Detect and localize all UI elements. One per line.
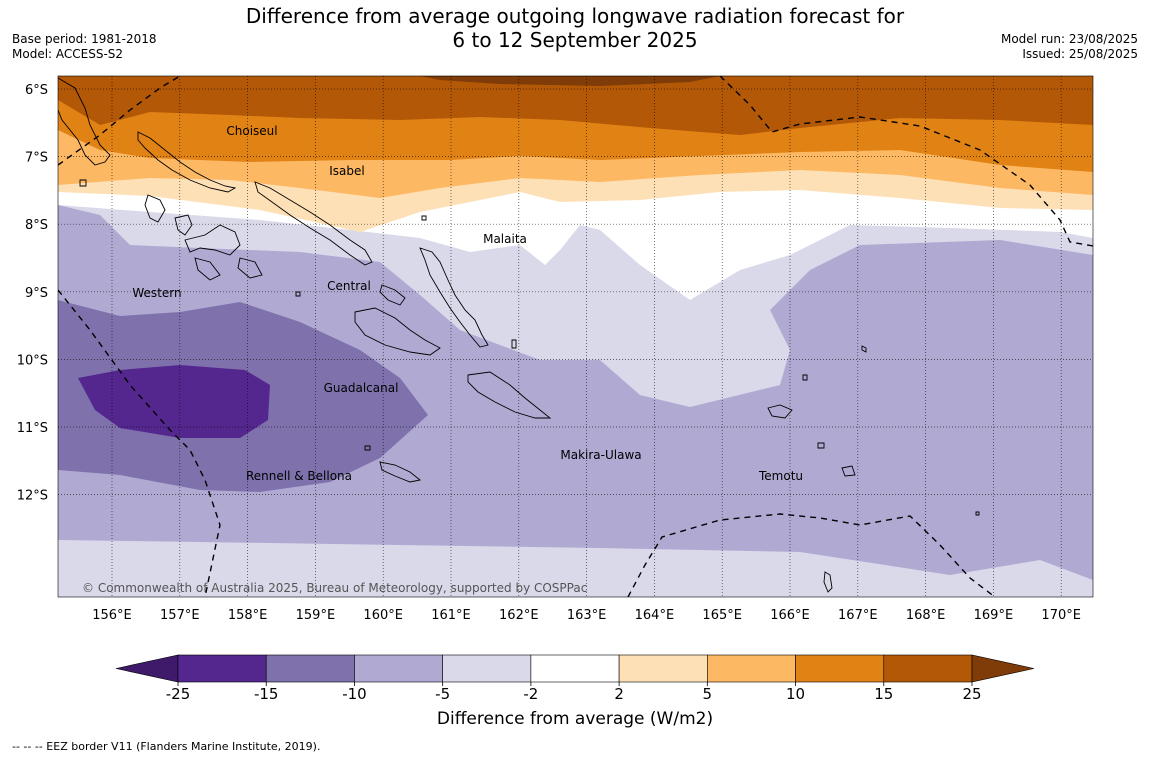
- place-label: Choiseul: [226, 124, 277, 138]
- lon-tick-label: 167°E: [838, 608, 878, 623]
- band-neg5-neg2-south: [58, 540, 1093, 597]
- lon-tick-label: 161°E: [431, 608, 471, 623]
- place-label: Central: [327, 279, 371, 293]
- place-label: Guadalcanal: [324, 381, 399, 395]
- lat-tick-label: 10°S: [17, 353, 48, 368]
- colorbar-tick-label: 2: [614, 685, 624, 703]
- colorbar-tick-label: 5: [703, 685, 713, 703]
- lon-tick-label: 162°E: [499, 608, 539, 623]
- latitude-tick-labels: 6°S 7°S 8°S 9°S 10°S 11°S 12°S: [17, 83, 48, 504]
- colorbar-segment: [177, 654, 267, 683]
- colorbar-segment: [795, 654, 885, 683]
- colorbar-segment: [354, 654, 443, 683]
- colorbar-segment: [618, 654, 708, 683]
- lat-tick-label: 12°S: [17, 489, 48, 504]
- lat-tick-label: 8°S: [25, 218, 48, 233]
- colorbar-tick-label: -25: [166, 685, 191, 703]
- eez-legend-note: -- -- -- EEZ border V11 (Flanders Marine…: [12, 740, 321, 753]
- place-label: Rennell & Bellona: [246, 469, 352, 483]
- lon-tick-label: 166°E: [770, 608, 810, 623]
- colorbar-segment: [265, 654, 355, 683]
- colorbar-tick-label: -15: [254, 685, 279, 703]
- colorbar-tick-label: 25: [962, 685, 981, 703]
- place-label: Malaita: [483, 232, 527, 246]
- longitude-tick-labels: 156°E 157°E 158°E 159°E 160°E 161°E 162°E 163°E…: [92, 608, 1081, 623]
- lon-tick-label: 156°E: [92, 608, 132, 623]
- lon-tick-label: 168°E: [906, 608, 946, 623]
- lon-tick-label: 160°E: [363, 608, 403, 623]
- lon-tick-label: 170°E: [1041, 608, 1081, 623]
- colorbar-extend-low: [115, 654, 179, 683]
- lat-tick-label: 11°S: [17, 421, 48, 436]
- colorbar-tick-label: -2: [523, 685, 538, 703]
- lon-tick-label: 157°E: [160, 608, 200, 623]
- band-15-25: [58, 76, 1093, 135]
- place-label: Makira-Ulawa: [560, 448, 641, 462]
- issued-date: Issued: 25/08/2025: [1022, 47, 1138, 61]
- place-label: Temotu: [758, 469, 803, 483]
- colorbar-segment: [707, 654, 796, 683]
- lon-tick-label: 169°E: [974, 608, 1014, 623]
- lat-tick-label: 9°S: [25, 286, 48, 301]
- map-frame: [57, 75, 1094, 598]
- eez-borders: [58, 76, 1093, 597]
- place-label: Isabel: [329, 164, 364, 178]
- meta-left: Base period: 1981-2018 Model: ACCESS-S2: [12, 32, 157, 62]
- colorbar-segment: [883, 654, 973, 683]
- band-neg25-neg15: [78, 365, 270, 438]
- colorbar-segment: [530, 654, 620, 683]
- title-line-1: Difference from average outgoing longwav…: [245, 4, 905, 28]
- place-labels: Choiseul Isabel Malaita Western Central Guada…: [132, 124, 803, 483]
- copyright-text: © Commonwealth of Australia 2025, Bureau…: [82, 581, 587, 595]
- lon-tick-label: 164°E: [635, 608, 675, 623]
- colorbar-segment: [442, 654, 532, 683]
- anomaly-field: [58, 76, 1093, 597]
- lon-tick-label: 165°E: [702, 608, 742, 623]
- base-period: Base period: 1981-2018: [12, 32, 157, 46]
- colorbar-tick-label: 10: [786, 685, 805, 703]
- lon-tick-label: 159°E: [296, 608, 336, 623]
- colorbar-tick-label: -10: [342, 685, 367, 703]
- colorbar-extend-high: [971, 654, 1035, 683]
- lon-tick-label: 158°E: [228, 608, 268, 623]
- model-run: Model run: 23/08/2025: [1000, 32, 1138, 46]
- model-name: Model: ACCESS-S2: [12, 47, 124, 61]
- colorbar-tick-label: 15: [874, 685, 893, 703]
- map-title: Difference from average outgoing longwav…: [0, 4, 1150, 52]
- colorbar: -25 -15 -10 -5 -2 2 5 10 15 25: [115, 654, 1035, 703]
- title-line-2: 6 to 12 September 2025: [452, 28, 698, 52]
- place-label: Western: [132, 286, 181, 300]
- meta-right: Model run: 23/08/2025 Issued: 25/08/2025: [1001, 32, 1138, 62]
- colorbar-label: Difference from average (W/m2): [436, 709, 714, 729]
- colorbar-tick-label: -5: [435, 685, 450, 703]
- lat-tick-label: 7°S: [25, 151, 48, 166]
- band-over-25: [420, 76, 720, 86]
- lon-tick-label: 163°E: [567, 608, 607, 623]
- lat-tick-label: 6°S: [25, 83, 48, 98]
